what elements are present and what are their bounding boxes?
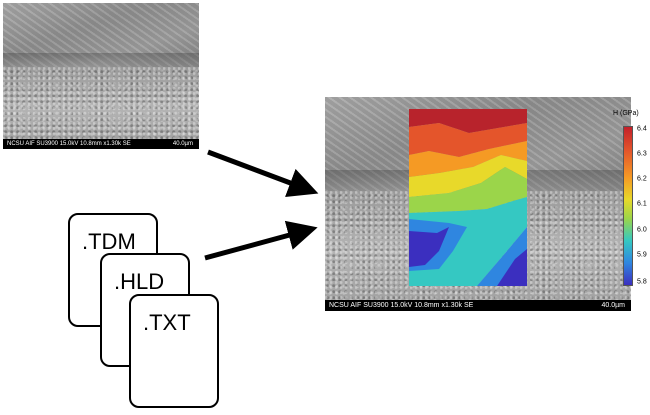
- sem-lower-grain: [3, 67, 199, 149]
- contour-band-8: [409, 227, 449, 267]
- sem-info-bar: NCSU AIF SU3900 15.0kV 10.8mm x1.30k SE …: [3, 139, 199, 149]
- colorbar-tick: 6.2: [637, 175, 647, 183]
- sem-scale-label: 40.0µm: [601, 302, 626, 309]
- hardness-contour-map: [409, 109, 527, 286]
- colorbar-title: H (GPa): [613, 110, 639, 117]
- contour-band-4: [409, 155, 527, 197]
- contour-band-3: [409, 141, 527, 177]
- contour-band-10: [497, 249, 527, 286]
- contour-band-2: [409, 123, 527, 157]
- file-extension-label: .HLD: [114, 269, 165, 294]
- colorbar: [623, 126, 633, 286]
- colorbar-tick: 6.1: [637, 200, 647, 208]
- arrow-image-to-map: [207, 149, 319, 197]
- file-extension-label: .TXT: [143, 310, 191, 335]
- colorbar-tick: 6.3: [637, 150, 647, 158]
- colorbar-tick: 6.4: [637, 125, 647, 133]
- arrow-files-to-map: [204, 220, 318, 261]
- colorbar-tick: 5.8: [637, 278, 647, 286]
- colorbar-tick: 6.0: [637, 226, 647, 234]
- file-extension-label: .TDM: [82, 229, 136, 254]
- contour-band-1: [409, 109, 527, 133]
- contour-band-5: [409, 167, 527, 213]
- sem-upper-grain: [3, 3, 199, 68]
- sem-image-output: NCSU AIF SU3900 15.0kV 10.8mm x1.30k SE …: [325, 97, 631, 311]
- sem-info-bar: NCSU AIF SU3900 15.0kV 10.8mm x1.30k SE …: [325, 300, 631, 311]
- sem-caption-left: NCSU AIF SU3900 15.0kV 10.8mm x1.30k SE: [329, 302, 474, 309]
- sem-caption-left: NCSU AIF SU3900 15.0kV 10.8mm x1.30k SE: [7, 141, 131, 147]
- colorbar-tick: 5.9: [637, 251, 647, 259]
- sem-scale-label: 40.0µm: [172, 141, 193, 147]
- file-document: .TXT: [129, 294, 219, 408]
- sem-image-input: NCSU AIF SU3900 15.0kV 10.8mm x1.30k SE …: [3, 3, 199, 149]
